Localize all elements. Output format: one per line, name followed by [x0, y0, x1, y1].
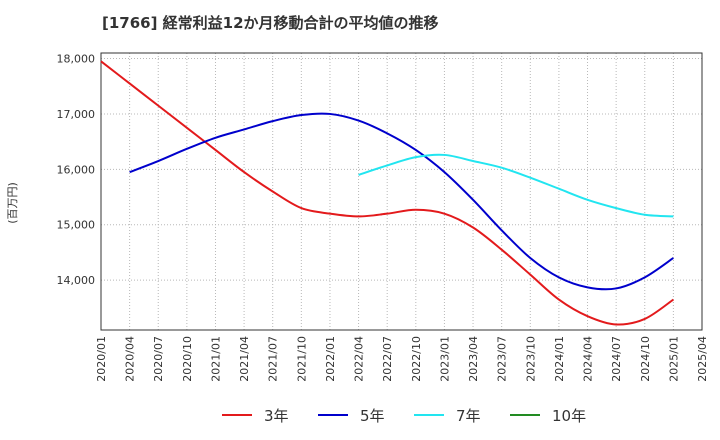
legend-item: 7年 [414, 402, 481, 428]
y-tick-label: 18,000 [57, 53, 96, 66]
y-tick-label: 15,000 [57, 219, 96, 232]
plot-area [101, 53, 702, 330]
x-tick-label: 2022/10 [410, 336, 423, 382]
y-axis-label: (百万円) [6, 182, 19, 224]
x-tick-label: 2020/07 [152, 336, 165, 382]
legend-swatch [414, 414, 444, 416]
x-tick-label: 2021/07 [267, 336, 280, 382]
plot-border [100, 52, 703, 331]
x-tick-label: 2022/07 [381, 336, 394, 382]
y-tick-label: 17,000 [57, 108, 96, 121]
legend-label: 7年 [456, 406, 481, 425]
series-line-1 [100, 60, 674, 326]
x-tick-label: 2022/01 [324, 336, 337, 382]
x-tick-label: 2025/01 [667, 336, 680, 382]
legend-swatch [510, 414, 540, 416]
x-tick-label: 2020/04 [124, 336, 137, 382]
legend-label: 10年 [552, 406, 587, 425]
x-tick-label: 2023/07 [496, 336, 509, 382]
x-tick-label: 2023/10 [524, 336, 537, 382]
series-line-3 [358, 153, 674, 218]
x-tick-label: 2024/10 [639, 336, 652, 382]
x-tick-label: 2021/10 [295, 336, 308, 382]
x-tick-label: 2023/01 [438, 336, 451, 382]
legend-swatch [222, 414, 252, 416]
x-tick-label: 2023/04 [467, 336, 480, 382]
x-tick-label: 2021/01 [209, 336, 222, 382]
x-tick-label: 2024/07 [610, 336, 623, 382]
chart-title: [1766] 経常利益12か月移動合計の平均値の推移 [102, 14, 439, 32]
series-line-2 [129, 112, 674, 291]
y-tick-label: 16,000 [57, 163, 96, 176]
y-tick-label: 14,000 [57, 274, 96, 287]
legend-item: 3年 [222, 402, 289, 428]
chart-legend: 3年 5年 7年 10年 [0, 402, 720, 428]
legend-item: 10年 [510, 402, 586, 428]
x-tick-label: 2025/04 [696, 336, 709, 382]
x-tick-label: 2024/04 [582, 336, 595, 382]
legend-label: 3年 [264, 406, 289, 425]
x-tick-label: 2020/01 [95, 336, 108, 382]
x-tick-label: 2022/04 [353, 336, 366, 382]
legend-swatch [318, 414, 348, 416]
legend-label: 5年 [360, 406, 385, 425]
x-tick-label: 2020/10 [181, 336, 194, 382]
x-tick-label: 2021/04 [238, 336, 251, 382]
x-tick-label: 2024/01 [553, 336, 566, 382]
legend-item: 5年 [318, 402, 385, 428]
